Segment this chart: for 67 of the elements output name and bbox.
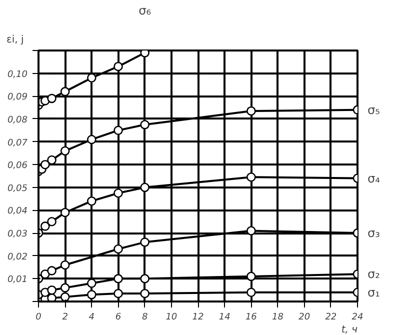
point — [60, 208, 70, 218]
point — [114, 274, 123, 284]
y-tick-label: 0,03 — [7, 230, 28, 240]
point — [60, 292, 70, 302]
y-tick-label: 0,06 — [7, 161, 28, 172]
point — [114, 126, 123, 136]
point — [87, 196, 96, 206]
point — [246, 288, 256, 298]
point — [87, 290, 96, 300]
point — [47, 216, 56, 226]
point — [60, 260, 70, 270]
x-tick-label: 16 — [245, 312, 258, 322]
x-tick-label: 2 — [62, 312, 68, 322]
point — [60, 146, 70, 156]
text: σ₆ — [138, 4, 152, 18]
point — [246, 226, 256, 236]
point — [87, 278, 96, 288]
point — [114, 288, 123, 298]
y-tick-label: 0,09 — [7, 92, 28, 103]
point — [40, 269, 50, 279]
x-tick-label: 12 — [192, 312, 204, 322]
point — [87, 73, 96, 83]
series-label: σ₂ — [368, 267, 380, 282]
point — [140, 120, 150, 130]
x-tick-label: 20 — [298, 312, 310, 322]
x-axis-title: t, ч — [341, 324, 358, 335]
x-tick-label: 10 — [166, 312, 178, 322]
y-tick-label: 0,01 — [7, 275, 28, 286]
y-tick-label: 0,05 — [7, 184, 28, 194]
point — [140, 50, 150, 58]
point — [140, 274, 150, 284]
x-tick-label: 0 — [36, 312, 42, 322]
y-tick-label: 0,10 — [7, 70, 28, 80]
point — [114, 188, 123, 198]
point — [114, 244, 123, 254]
x-tick-label: 18 — [272, 312, 284, 322]
y-tick-label: 0,04 — [7, 206, 28, 217]
y-tick-label: 0,02 — [7, 252, 28, 262]
x-tick-label: 4 — [88, 312, 95, 322]
y-axis-title: εi, j — [6, 34, 24, 46]
point — [47, 155, 56, 165]
x-tick-label: 6 — [115, 312, 122, 322]
point — [246, 172, 256, 182]
point — [140, 288, 150, 298]
point — [47, 94, 56, 104]
series-label: σ₅ — [368, 102, 380, 117]
x-tick-label: 24 — [352, 312, 364, 322]
point — [140, 182, 150, 192]
point — [140, 238, 150, 247]
point — [87, 134, 96, 144]
point — [246, 106, 256, 116]
point — [60, 283, 70, 292]
point — [60, 86, 70, 96]
x-tick-label: 8 — [142, 312, 148, 322]
point — [47, 285, 56, 295]
point — [40, 160, 50, 170]
point — [246, 272, 256, 282]
point — [47, 266, 56, 276]
x-tick-label: 22 — [325, 312, 337, 322]
y-tick-label: 0,07 — [7, 138, 28, 148]
series-label: σ₁ — [368, 285, 380, 300]
point — [114, 62, 123, 72]
y-tick-label: 0,08 — [7, 115, 28, 126]
x-tick-label: 14 — [218, 312, 231, 322]
series-label: σ₃ — [368, 226, 380, 240]
point — [40, 222, 50, 231]
series-label: σ₄ — [368, 171, 380, 186]
